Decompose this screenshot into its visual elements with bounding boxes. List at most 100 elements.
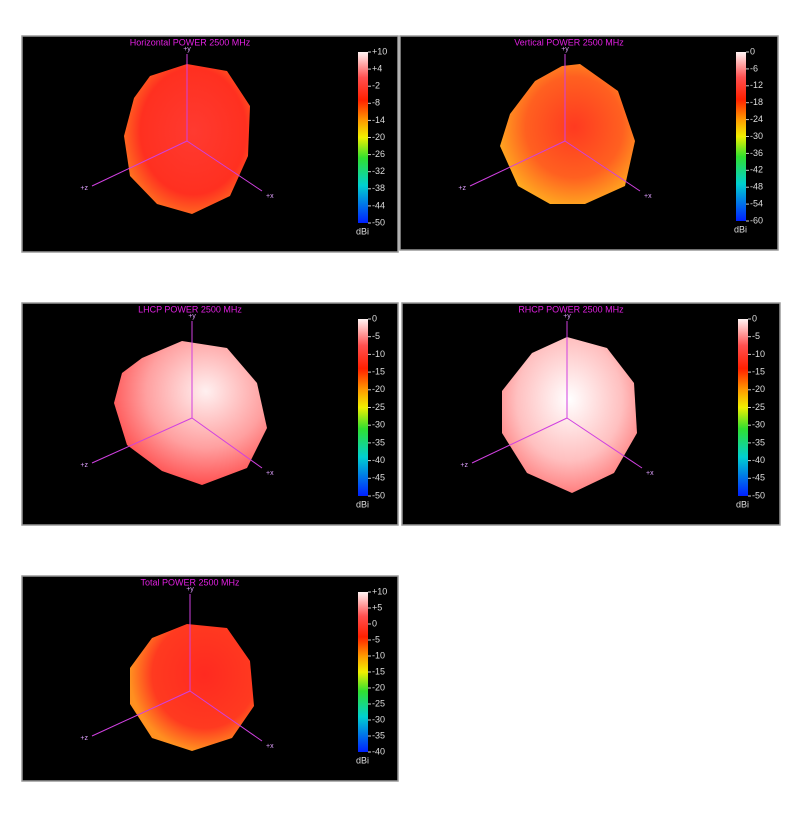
colorbar-tick-label: -15 [372,366,385,376]
colorbar-tick-label: -10 [372,349,385,359]
axis-label: +y [561,46,569,53]
panel: Total POWER 2500 MHz+y +z +x +10 +5 0 -5 -10 -15… [21,575,399,782]
colorbar-tick-label: -50 [372,217,385,227]
colorbar-tick-label: -40 [752,455,765,465]
axis-line [91,140,188,187]
colorbar-tick-label: -30 [372,420,385,430]
axis-label: +y [563,313,571,320]
colorbar-tick-label: -18 [750,97,763,107]
colorbar-tick-label: -25 [752,402,765,412]
pattern-surface [500,64,635,204]
colorbar-tick-label: -12 [750,80,763,90]
colorbar-tick-label: -20 [372,132,385,142]
colorbar-tick-label: -60 [750,215,763,225]
pattern-surface [130,624,254,751]
colorbar-tick-label: -10 [752,349,765,359]
axis-label: +z [458,185,466,192]
panel-title: RHCP POWER 2500 MHz [518,304,624,314]
colorbar-unit: dBi [356,499,369,509]
colorbar [736,52,746,221]
axis-line [471,417,568,464]
axis-line [566,417,643,469]
colorbar-tick-label: -20 [372,682,385,692]
axis-line [469,140,566,187]
colorbar-tick-label: -35 [372,437,385,447]
colorbar-tick-label: 0 [372,618,377,628]
axis-line [189,690,263,742]
axis-line [564,140,641,192]
colorbar-tick-label: -30 [752,420,765,430]
colorbar-tick-label: -50 [372,490,385,500]
colorbar-tick-label: -26 [372,149,385,159]
colorbar-tick-label: -10 [372,650,385,660]
colorbar-tick-label: -38 [372,183,385,193]
colorbar-unit: dBi [356,755,369,765]
colorbar-tick-label: -25 [372,402,385,412]
colorbar-tick-label: 0 [750,46,755,56]
colorbar-tick-label: -15 [372,666,385,676]
colorbar-tick-label: +10 [372,46,387,56]
colorbar-unit: dBi [356,226,369,236]
colorbar-tick-label: -48 [750,182,763,192]
pattern-surface [114,341,267,485]
colorbar-tick-label: -8 [372,98,380,108]
axis-label: +z [80,185,88,192]
axis-label: +x [646,470,654,477]
colorbar [738,319,748,496]
axis-label: +z [80,462,88,469]
colorbar-tick-label: -45 [752,473,765,483]
colorbar-tick-label: -5 [752,331,760,341]
colorbar-tick-label: -36 [750,148,763,158]
axis-label: +x [266,470,274,477]
panel-title: Vertical POWER 2500 MHz [514,37,624,47]
colorbar-tick-label: +10 [372,586,387,596]
axis-line [186,140,263,192]
axis-label: +x [644,193,652,200]
panel: Vertical POWER 2500 MHz+y +z +x 0 -6 -12 -18 -2… [399,35,779,251]
axis-label: +x [266,743,274,750]
colorbar-tick-label: -25 [372,698,385,708]
colorbar-tick-label: 0 [372,313,377,323]
colorbar-tick-label: -30 [750,131,763,141]
colorbar-tick-label: 0 [752,313,757,323]
panel: LHCP POWER 2500 MHz+y +z +x 0 -5 -10 -15 -20 -25… [21,302,399,526]
colorbar-tick-label: -54 [750,198,763,208]
colorbar-tick-label: -15 [752,366,765,376]
colorbar-tick-label: -20 [372,384,385,394]
panel-title: Horizontal POWER 2500 MHz [130,37,251,47]
panel: RHCP POWER 2500 MHz+y +z +x 0 -5 -10 -15 -20 -25… [401,302,781,526]
colorbar-tick-label: -42 [750,165,763,175]
axis-line [91,417,193,464]
axis-label: +y [186,586,194,593]
colorbar-tick-label: -50 [752,490,765,500]
colorbar-tick-label: -35 [372,730,385,740]
colorbar-tick-label: -5 [372,634,380,644]
colorbar-tick-label: -40 [372,455,385,465]
axis-label: +z [80,735,88,742]
panel-title: LHCP POWER 2500 MHz [138,304,242,314]
axis-line [191,417,263,469]
axis-label: +x [266,193,274,200]
colorbar-tick-label: +5 [372,602,382,612]
axis-label: +z [460,462,468,469]
colorbar-tick-label: -20 [752,384,765,394]
axis-label: +y [183,46,191,53]
panel: Horizontal POWER 2500 MHz+y +z +x +10 +4 -2 -8… [21,35,399,253]
colorbar-tick-label: -40 [372,746,385,756]
colorbar-unit: dBi [734,224,747,234]
colorbar-tick-label: -44 [372,200,385,210]
panel-title: Total POWER 2500 MHz [140,577,240,587]
colorbar-tick-label: -32 [372,166,385,176]
colorbar-tick-label: -35 [752,437,765,447]
colorbar-tick-label: -45 [372,473,385,483]
colorbar [358,319,368,496]
colorbar-tick-label: -30 [372,714,385,724]
colorbar-tick-label: -6 [750,63,758,73]
axis-label: +y [188,313,196,320]
axis-line [91,690,191,737]
colorbar-tick-label: -24 [750,114,763,124]
colorbar [358,592,368,752]
colorbar-unit: dBi [736,499,749,509]
colorbar-tick-label: -5 [372,331,380,341]
